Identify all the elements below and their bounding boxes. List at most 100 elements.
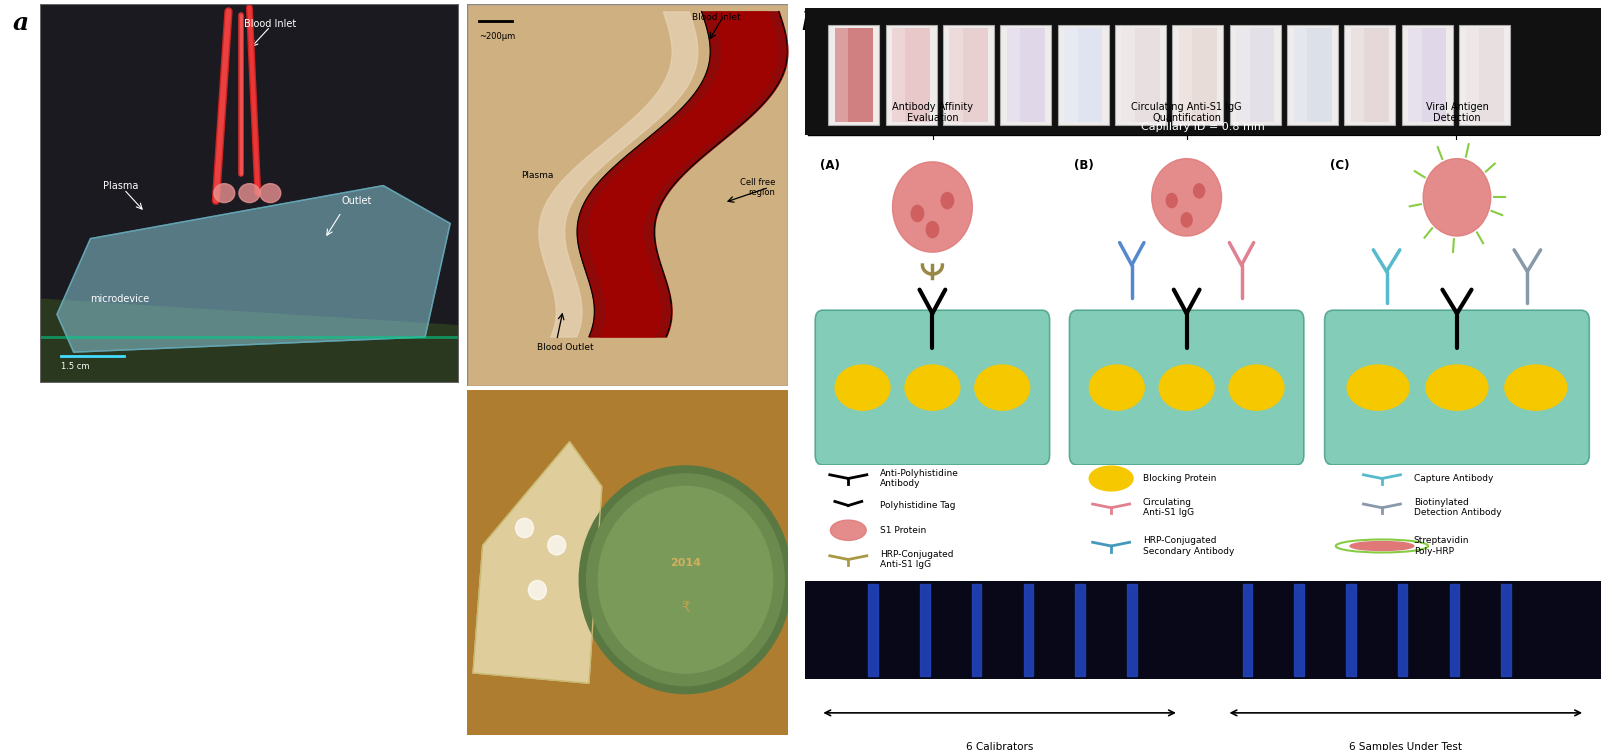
Text: HRP-Conjugated
Anti-S1 IgG: HRP-Conjugated Anti-S1 IgG <box>880 550 954 569</box>
Circle shape <box>1194 184 1205 198</box>
Bar <box>972 584 981 676</box>
Text: σ = 1.62: σ = 1.62 <box>117 268 159 279</box>
Text: Blood Inlet: Blood Inlet <box>692 13 740 22</box>
Bar <box>1023 584 1033 676</box>
Bar <box>1001 26 1051 124</box>
Bar <box>1173 26 1223 124</box>
Polygon shape <box>473 442 602 683</box>
Circle shape <box>911 206 924 221</box>
Ellipse shape <box>1089 466 1133 491</box>
Text: Blood Outlet: Blood Outlet <box>537 344 594 352</box>
Bar <box>1345 26 1395 124</box>
Bar <box>1057 26 1109 124</box>
Text: 180 deg: 180 deg <box>84 242 124 251</box>
FancyBboxPatch shape <box>816 310 1049 465</box>
Text: Polyhistidine Tag: Polyhistidine Tag <box>880 501 956 510</box>
Text: (A): (A) <box>821 159 840 172</box>
Bar <box>1352 28 1389 122</box>
Text: ₹: ₹ <box>681 600 690 614</box>
Text: Biotinylated
Detection Antibody: Biotinylated Detection Antibody <box>1414 498 1501 517</box>
Ellipse shape <box>835 365 890 410</box>
Circle shape <box>515 518 534 538</box>
Bar <box>1075 584 1084 676</box>
Circle shape <box>547 536 566 555</box>
Bar <box>1501 584 1511 676</box>
Text: b: b <box>801 11 819 35</box>
Bar <box>835 28 848 122</box>
Circle shape <box>80 94 97 122</box>
Text: 0.10: 0.10 <box>105 223 127 232</box>
Bar <box>1408 28 1422 122</box>
Text: 180 deg: 180 deg <box>60 118 98 128</box>
Bar <box>1064 28 1102 122</box>
Bar <box>1352 28 1364 122</box>
Bar <box>829 26 880 124</box>
FancyBboxPatch shape <box>1324 310 1590 465</box>
Bar <box>1408 28 1446 122</box>
Circle shape <box>212 265 237 310</box>
Text: S1 Protein: S1 Protein <box>880 526 927 535</box>
Text: R0.30: R0.30 <box>60 104 87 113</box>
Bar <box>1121 28 1134 122</box>
Text: HRP-Conjugated
Secondary Antibody: HRP-Conjugated Secondary Antibody <box>1142 536 1234 556</box>
Text: 6 Calibrators: 6 Calibrators <box>965 742 1033 750</box>
Text: 0.30: 0.30 <box>130 155 151 166</box>
Bar <box>891 28 930 122</box>
Bar <box>1347 584 1356 676</box>
Text: Anti-Polyhistidine
Antibody: Anti-Polyhistidine Antibody <box>880 469 959 488</box>
Circle shape <box>528 580 547 600</box>
Text: O: O <box>88 280 100 294</box>
Bar <box>1236 28 1274 122</box>
Bar <box>1007 28 1020 122</box>
Circle shape <box>261 184 282 203</box>
Bar <box>1064 28 1078 122</box>
Circle shape <box>1422 159 1490 236</box>
Text: (C): (C) <box>1331 159 1350 172</box>
Ellipse shape <box>830 520 866 540</box>
Bar <box>1179 28 1192 122</box>
Bar <box>1401 26 1453 124</box>
Circle shape <box>1181 213 1192 227</box>
Text: microdevice: microdevice <box>90 294 150 304</box>
Bar <box>869 584 879 676</box>
Ellipse shape <box>1504 365 1567 410</box>
Bar <box>1450 584 1459 676</box>
Text: 0.06: 0.06 <box>137 242 158 251</box>
Text: Plasma: Plasma <box>521 172 553 181</box>
Bar <box>1466 28 1479 122</box>
Text: Plasma: Plasma <box>103 181 138 190</box>
Text: I: I <box>159 124 164 137</box>
Circle shape <box>150 108 174 153</box>
Bar <box>1287 26 1339 124</box>
Bar <box>1294 584 1303 676</box>
Bar <box>949 28 988 122</box>
Bar <box>1121 28 1160 122</box>
Bar <box>1126 584 1136 676</box>
Text: Capture Antibody: Capture Antibody <box>1414 474 1493 483</box>
Bar <box>891 28 906 122</box>
FancyBboxPatch shape <box>1070 310 1303 465</box>
Bar <box>1179 28 1216 122</box>
Bar <box>1242 584 1252 676</box>
Ellipse shape <box>1229 365 1284 410</box>
Bar <box>1236 28 1250 122</box>
Bar <box>943 26 994 124</box>
Circle shape <box>238 184 259 203</box>
Bar <box>885 26 936 124</box>
Text: 0.20: 0.20 <box>146 215 169 225</box>
Bar <box>1294 28 1332 122</box>
Text: 1.5 cm: 1.5 cm <box>61 362 90 371</box>
Ellipse shape <box>893 162 972 252</box>
Bar <box>1466 28 1504 122</box>
Bar <box>835 28 874 122</box>
Bar <box>1007 28 1044 122</box>
Circle shape <box>599 487 772 673</box>
Text: Circulating Anti-S1 IgG
Quantification: Circulating Anti-S1 IgG Quantification <box>1131 101 1242 123</box>
Text: 2014: 2014 <box>669 557 702 568</box>
Text: Capillary ID = 0.8 mm: Capillary ID = 0.8 mm <box>1141 122 1265 133</box>
Text: (B): (B) <box>1075 159 1094 172</box>
Text: P: P <box>220 280 228 294</box>
Ellipse shape <box>975 365 1030 410</box>
Circle shape <box>941 193 954 208</box>
Text: 6 Samples Under Test: 6 Samples Under Test <box>1350 742 1463 750</box>
